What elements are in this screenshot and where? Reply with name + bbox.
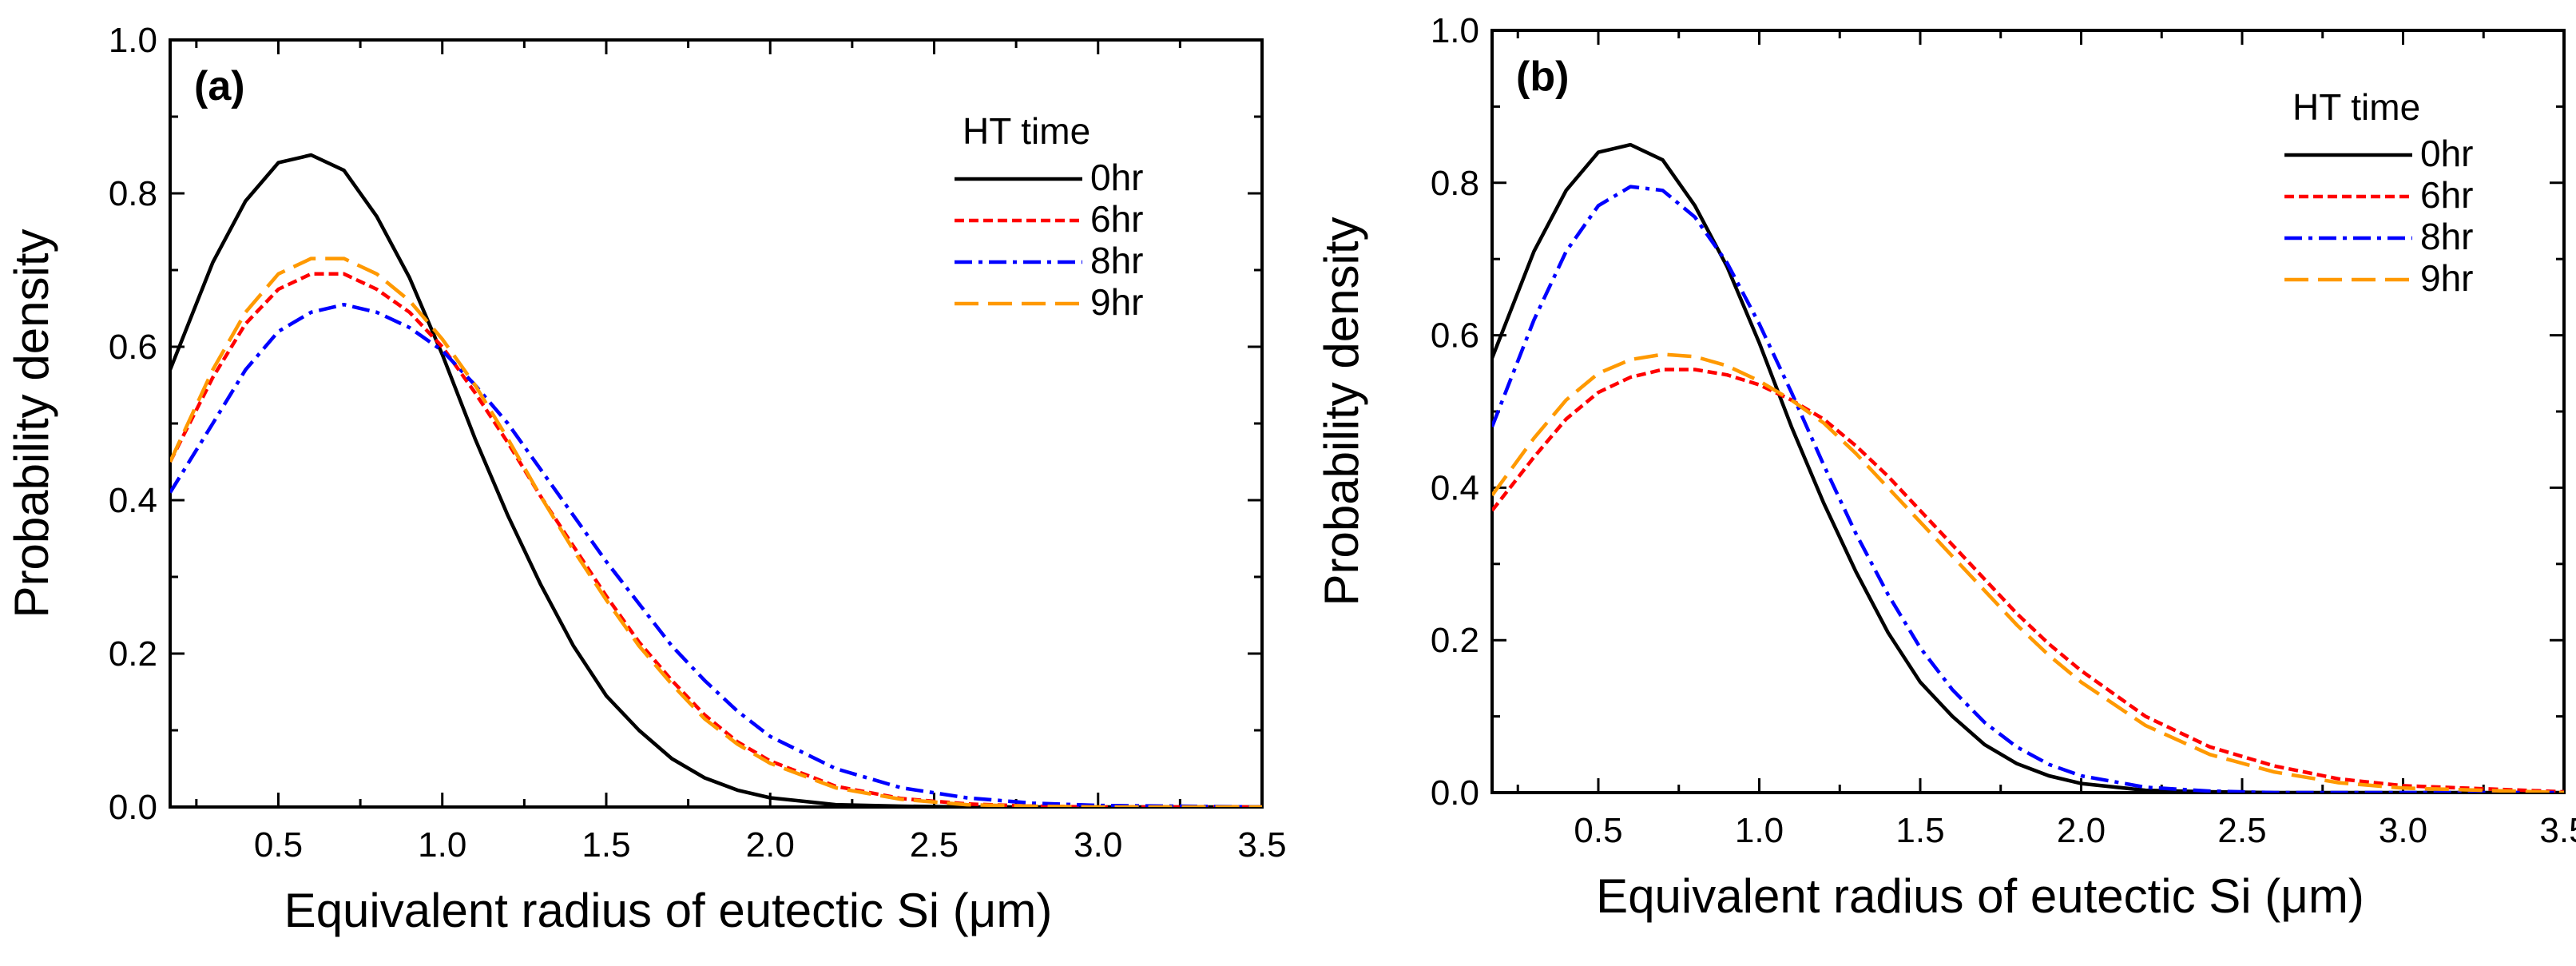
x-tick-label: 1.5 — [581, 825, 630, 865]
series-group — [170, 153, 1262, 807]
x-tick-label: 1.5 — [1895, 811, 1944, 850]
x-tick-label: 1.0 — [1735, 811, 1784, 850]
x-tick-label: 2.0 — [746, 825, 795, 865]
x-tick-label: 2.5 — [2217, 811, 2266, 850]
x-tick-label: 3.5 — [1237, 825, 1286, 865]
legend-label-6hr: 6hr — [2420, 174, 2473, 216]
y-tick-label: 0.0 — [109, 788, 157, 827]
x-tick-label: 2.5 — [910, 825, 959, 865]
y-tick-label: 0.8 — [1431, 164, 1479, 203]
x-tick-label: 1.0 — [418, 825, 466, 865]
y-tick-label: 0.0 — [1431, 773, 1479, 813]
x-tick-label: 3.0 — [1074, 825, 1122, 865]
x-axis-label: Equivalent radius of eutectic Si (μm) — [284, 884, 1053, 937]
x-tick-label: 0.5 — [254, 825, 303, 865]
series-line-9hr — [170, 256, 1262, 807]
panel-a: 0.5 1.0 1.5 2.0 2.5 3.0 3.5 0.0 0.2 0.4 0.6 0.8 1.0 E… — [5, 21, 1287, 937]
legend-label-6hr: 6hr — [1090, 198, 1143, 240]
series-line-6hr — [1492, 368, 2564, 793]
x-axis-label: Equivalent radius of eutectic Si (μm) — [1596, 869, 2364, 923]
y-axis-label: Probability density — [5, 229, 58, 618]
panel-label: (a) — [194, 63, 245, 109]
legend-label-8hr: 8hr — [2420, 216, 2473, 257]
legend-label-9hr: 9hr — [1090, 281, 1143, 323]
legend-title: HT time — [963, 110, 1090, 152]
y-tick-label: 0.8 — [109, 174, 157, 213]
series-line-8hr — [170, 302, 1262, 807]
y-tick-label: 0.4 — [1431, 468, 1479, 507]
series-line-0hr — [170, 153, 1262, 807]
panel-label: (b) — [1516, 54, 1569, 100]
x-tick-label: 3.5 — [2539, 811, 2576, 850]
x-tick-label: 0.5 — [1574, 811, 1622, 850]
legend-label-0hr: 0hr — [2420, 133, 2473, 174]
x-tick-label: 3.0 — [2379, 811, 2427, 850]
series-line-9hr — [1492, 352, 2564, 793]
y-axis-label: Probability density — [1315, 217, 1368, 606]
x-tick-label: 2.0 — [2057, 811, 2106, 850]
series-line-0hr — [1492, 142, 2564, 793]
y-tick-label: 0.2 — [1431, 621, 1479, 660]
legend-label-8hr: 8hr — [1090, 240, 1143, 281]
y-tick-label: 0.6 — [109, 328, 157, 367]
legend-label-9hr: 9hr — [2420, 257, 2473, 299]
series-line-8hr — [1492, 185, 2564, 793]
legend-label-0hr: 0hr — [1090, 157, 1143, 198]
panel-b: 0.5 1.0 1.5 2.0 2.5 3.0 3.5 0.0 0.2 0.4 0.6 0.8 1.0 E… — [1315, 11, 2576, 923]
legend-title: HT time — [2292, 86, 2420, 128]
y-tick-label: 0.4 — [109, 481, 157, 520]
y-tick-label: 0.2 — [109, 634, 157, 674]
y-tick-label: 1.0 — [1431, 11, 1479, 50]
series-group — [1492, 142, 2564, 793]
y-tick-label: 0.6 — [1431, 316, 1479, 356]
plot-frame — [1490, 29, 2566, 794]
y-tick-label: 1.0 — [109, 21, 157, 60]
